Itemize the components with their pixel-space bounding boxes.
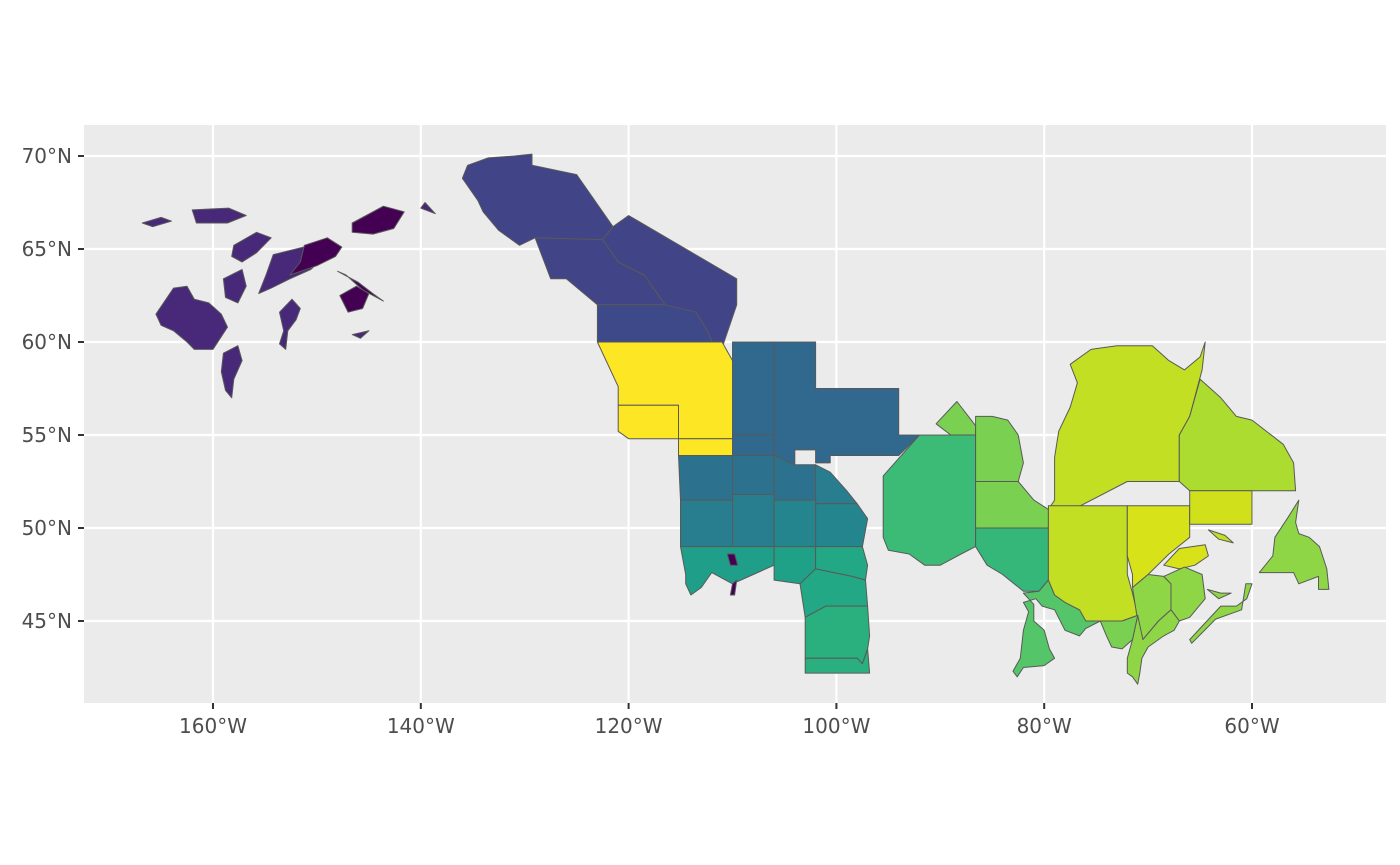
map-region-montana-lake-2 [729,579,738,596]
map-region-vermont [1099,614,1139,650]
x-tick-label-5: 60°W [1224,714,1279,738]
map-region-saskatchewan-8 [815,503,869,548]
map-region-far-west-island-4 [191,207,247,224]
y-tick-label-1: 50°N [22,516,72,540]
axes: 160°W 140°W 120°W 100°W 80°W 60°W 45°N 50°N 55°N… [22,144,1280,738]
x-tick-label-2: 120°W [595,714,663,738]
map-region-far-west-island-13 [351,330,370,339]
map-region-far-west-island-5 [231,231,272,263]
y-tick-label-3: 60°N [22,330,72,354]
map-region-manitoba-north [732,341,775,436]
map-region-alberta-east [678,438,733,456]
map-region-far-west-islands [155,285,228,350]
map-region-far-west-island-7 [351,205,405,235]
map-region-far-west-island-3 [141,216,172,228]
y-tick-label-4: 65°N [22,237,72,261]
map-region-far-west-island-14 [420,202,436,215]
map-region-newfoundland [1258,499,1330,590]
map-region-montana-lake [726,553,739,566]
map-regions [141,153,1330,685]
map-region-far-west-island-11 [339,285,370,313]
x-tick-label-3: 100°W [802,714,870,738]
map-region-new-brunswick-2 [1163,566,1206,622]
y-tick-label-5: 70°N [22,144,72,168]
map-region-anticosti [1207,529,1234,544]
map-region-new-england [1126,609,1180,685]
map-region-far-west-island-6 [222,269,247,304]
map-region-far-west-island-10 [337,270,384,302]
map-region-far-west-island-9 [289,237,343,276]
map-region-kansas [804,648,871,674]
y-tick-label-0: 45°N [22,609,72,633]
map-region-manitoba-north-2 [773,341,920,466]
map-region-saskatchewan-5 [680,499,733,548]
map-region-alberta-south [617,404,679,440]
map-region-manitoba-3 [732,434,775,456]
map-region-saskatchewan-2 [732,455,775,495]
map-region-nebraska [804,605,871,665]
map-region-labrador-south [1189,490,1253,525]
map-region-pei [1206,588,1232,600]
map-region-saskatchewan-7 [773,499,817,548]
x-tick-label-1: 140°W [387,714,455,738]
map-region-far-west-island-12 [279,298,301,350]
map-region-saskatchewan-1 [678,455,733,501]
map-region-far-west-island-2 [220,345,243,399]
x-tick-label-4: 80°W [1017,714,1072,738]
x-tick-label-0: 160°W [179,714,247,738]
y-tick-label-2: 55°N [22,423,72,447]
map-region-saskatchewan-4 [815,464,858,505]
map-region-saskatchewan-6 [732,494,775,548]
map-region-nova-scotia [1189,583,1253,644]
